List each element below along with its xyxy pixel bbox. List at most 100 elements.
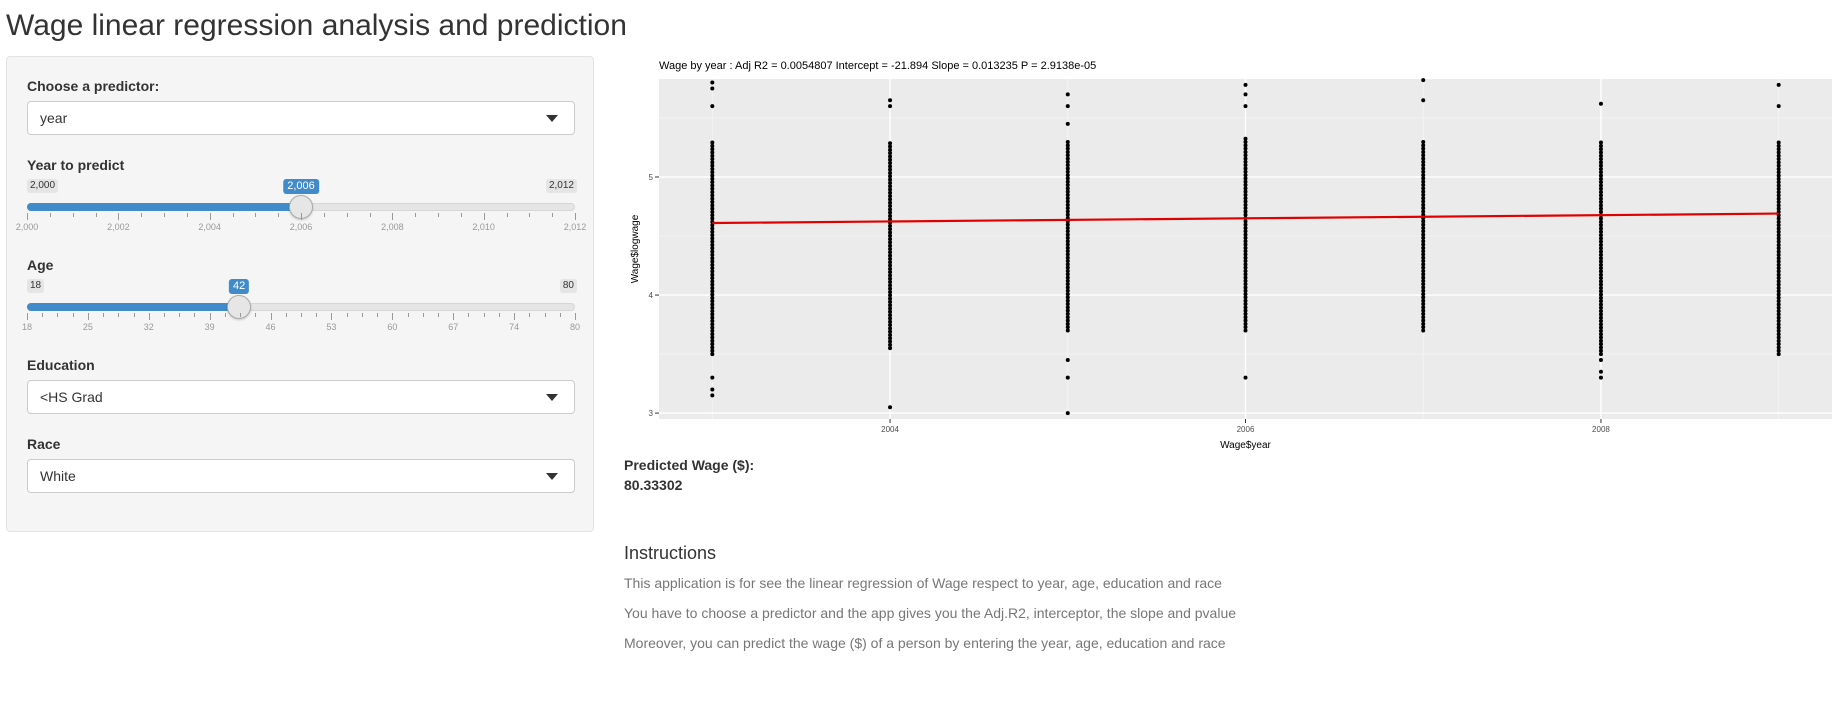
data-point — [1598, 233, 1603, 238]
race-select[interactable]: White — [27, 459, 575, 493]
data-point — [1598, 279, 1603, 284]
data-point — [1598, 143, 1603, 148]
data-point — [1776, 153, 1781, 158]
data-point — [1243, 278, 1248, 283]
data-point — [1421, 262, 1426, 267]
data-point — [1598, 170, 1603, 175]
data-point — [1776, 186, 1781, 191]
data-point — [1776, 345, 1781, 350]
slider-tick-label: 2,002 — [107, 222, 130, 232]
data-point — [1065, 315, 1070, 320]
chart-title: Wage by year : Adj R2 = 0.0054807 Interc… — [659, 60, 1096, 72]
data-point — [888, 227, 893, 232]
data-point — [1065, 268, 1070, 273]
data-point — [1421, 232, 1426, 237]
data-point — [1243, 153, 1248, 158]
data-point — [1598, 266, 1603, 271]
data-point — [888, 346, 893, 351]
data-point — [888, 289, 893, 294]
slider-major-tick — [392, 313, 394, 320]
year-slider[interactable]: 2,000 2,012 2,006 2,000 2,002 2,004 2,006 2,… — [16, 179, 586, 249]
age-slider[interactable]: 18 80 42 18 25 32 39 46 53 60 67 74 80 — [22, 279, 580, 349]
data-point — [1421, 143, 1426, 148]
data-point — [1598, 338, 1603, 343]
data-point — [888, 313, 893, 318]
education-value: <HS Grad — [40, 389, 103, 405]
data-point — [1243, 265, 1248, 270]
data-point — [888, 250, 893, 255]
data-point — [1421, 308, 1426, 313]
predictor-select[interactable]: year — [27, 101, 575, 135]
data-point — [1421, 259, 1426, 264]
slider-major-tick — [575, 213, 576, 220]
data-point — [710, 276, 715, 281]
data-point — [1598, 335, 1603, 340]
data-point — [710, 299, 715, 304]
data-point — [1776, 150, 1781, 155]
data-point — [1598, 147, 1603, 152]
data-point — [710, 176, 715, 181]
data-point — [1421, 268, 1426, 273]
data-point — [1065, 252, 1070, 257]
data-point — [1421, 189, 1426, 194]
data-point — [710, 239, 715, 244]
data-point — [1065, 411, 1070, 416]
data-point — [710, 140, 715, 145]
data-point — [888, 170, 893, 175]
chevron-down-icon — [546, 394, 558, 401]
data-point — [1065, 189, 1070, 194]
data-point — [1598, 309, 1603, 314]
data-point — [710, 246, 715, 251]
data-point — [1598, 312, 1603, 317]
regression-line — [712, 212, 1779, 225]
slider-handle[interactable] — [227, 295, 252, 319]
data-point — [710, 206, 715, 211]
data-point — [1776, 236, 1781, 241]
data-point — [1065, 328, 1070, 333]
data-point — [710, 315, 715, 320]
data-point — [710, 153, 715, 158]
data-point — [888, 167, 893, 172]
slider-minor-tick — [255, 213, 257, 217]
data-point — [710, 166, 715, 171]
data-point — [1065, 325, 1070, 330]
data-point — [1065, 232, 1070, 237]
data-point — [888, 296, 893, 301]
data-point — [1243, 82, 1248, 87]
slider-major-tick — [301, 213, 302, 220]
age-slider-label: Age — [27, 257, 54, 273]
data-point — [1421, 288, 1426, 293]
data-point — [1065, 272, 1070, 277]
data-point — [1065, 179, 1070, 184]
data-point — [1776, 166, 1781, 171]
data-point — [1598, 236, 1603, 241]
data-point — [1065, 104, 1070, 109]
data-point — [1065, 140, 1070, 145]
data-point — [1421, 159, 1426, 164]
data-point — [1065, 278, 1070, 283]
data-point — [1243, 196, 1248, 201]
data-point — [710, 104, 715, 109]
data-point — [1065, 183, 1070, 188]
data-point — [1065, 302, 1070, 307]
slider-tick-label: 2,004 — [198, 222, 221, 232]
data-point — [1243, 275, 1248, 280]
data-point — [1421, 235, 1426, 240]
data-point — [1776, 285, 1781, 290]
slider-minor-tick — [369, 213, 371, 217]
data-point — [888, 190, 893, 195]
data-point — [1421, 199, 1426, 204]
x-axis-title: Wage$year — [1220, 440, 1271, 451]
data-point — [1421, 272, 1426, 277]
data-point — [710, 203, 715, 208]
slider-major-tick — [27, 213, 28, 220]
data-point — [710, 262, 715, 267]
data-point — [1243, 249, 1248, 254]
slider-major-tick — [209, 313, 211, 320]
data-point — [888, 187, 893, 192]
data-point — [1243, 229, 1248, 234]
data-point — [1776, 173, 1781, 178]
education-select[interactable]: <HS Grad — [27, 380, 575, 414]
slider-minor-tick — [49, 213, 51, 217]
data-point — [1243, 225, 1248, 230]
